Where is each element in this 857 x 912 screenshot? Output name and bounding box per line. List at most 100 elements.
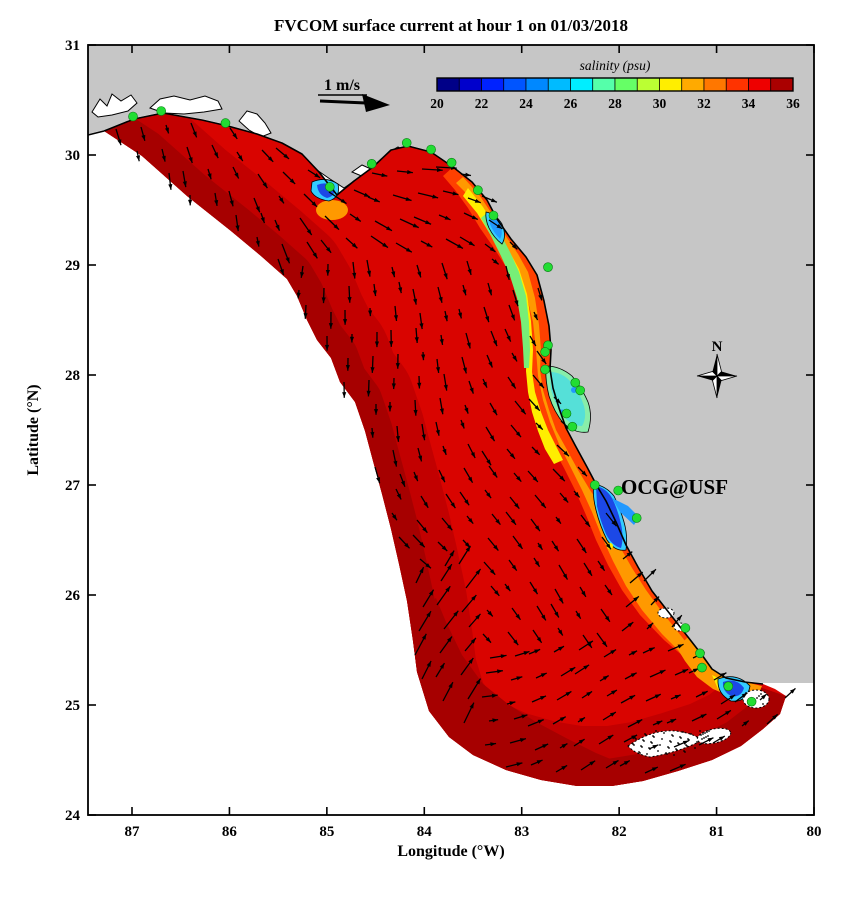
station-marker [489, 211, 498, 220]
key-speckle [760, 693, 762, 695]
key-speckle [675, 748, 677, 750]
station-marker [541, 365, 550, 374]
station-marker [562, 409, 571, 418]
key-speckle [682, 731, 684, 733]
station-marker [696, 649, 705, 658]
station-marker [473, 186, 482, 195]
station-marker [447, 158, 456, 167]
y-tick-label: 24 [65, 808, 81, 824]
key-speckle [683, 750, 685, 752]
key-speckle [663, 732, 665, 734]
station-marker [590, 481, 599, 490]
colorbar-cell [637, 78, 659, 91]
key-speckle [677, 742, 679, 744]
key-speckle [762, 703, 764, 705]
colorbar-tick-label: 24 [519, 96, 533, 111]
colorbar-cell [459, 78, 481, 91]
colorbar-tick-label: 28 [608, 96, 622, 111]
key-speckle [679, 736, 681, 738]
watermark-ocg-usf: OCG@USF [621, 475, 728, 499]
station-marker [221, 119, 230, 128]
colorbar-tick-label: 36 [786, 96, 800, 111]
current-vector-head [376, 477, 380, 483]
current-vector-head [342, 392, 346, 398]
x-tick-label: 82 [612, 824, 627, 840]
key-speckle [650, 741, 652, 743]
station-marker [724, 682, 733, 691]
y-tick-label: 29 [65, 258, 80, 274]
key-speckle [657, 750, 659, 752]
colorbar-cell [482, 78, 504, 91]
key-speckle [705, 736, 707, 738]
station-marker [157, 107, 166, 116]
y-tick-label: 27 [65, 478, 81, 494]
scale-arrow-label: 1 m/s [324, 77, 360, 94]
key-speckle [638, 751, 640, 753]
key-speckle [701, 738, 703, 740]
key-speckle [661, 738, 663, 740]
station-marker [698, 663, 707, 672]
y-axis-title: Latitude (°N) [25, 384, 42, 475]
station-marker [427, 145, 436, 154]
figure-title: FVCOM surface current at hour 1 on 01/03… [274, 16, 628, 35]
station-marker [681, 624, 690, 633]
y-tick-label: 30 [65, 148, 80, 164]
x-tick-label: 80 [807, 824, 822, 840]
key-speckle [665, 752, 667, 754]
x-axis-title: Longitude (°W) [397, 843, 504, 860]
key-speckle [632, 743, 634, 745]
key-speckle [646, 753, 648, 755]
key-speckle [694, 747, 696, 749]
key-speckle [644, 733, 646, 735]
key-speckle [703, 737, 705, 739]
y-tick-label: 31 [65, 38, 80, 54]
key-speckle [669, 740, 671, 742]
colorbar-cell [660, 78, 682, 91]
x-tick-label: 85 [319, 824, 334, 840]
colorbar-cell [682, 78, 704, 91]
key-speckle [696, 741, 698, 743]
key-speckle [758, 695, 760, 697]
colorbar-title: salinity (psu) [580, 58, 651, 73]
compass-n-label: N [712, 339, 723, 355]
key-speckle [671, 734, 673, 736]
key-speckle [700, 734, 702, 736]
station-marker [325, 182, 334, 191]
key-speckle [673, 754, 675, 756]
station-marker [632, 514, 641, 523]
key-speckle [687, 738, 689, 740]
key-speckle [706, 731, 708, 733]
key-speckle [707, 735, 709, 737]
key-speckle [690, 733, 692, 735]
y-tick-label: 25 [65, 698, 80, 714]
key-speckle [756, 697, 758, 699]
colorbar-cell [526, 78, 548, 91]
colorbar-cell [593, 78, 615, 91]
y-tick-label: 28 [65, 368, 80, 384]
x-tick-label: 87 [124, 824, 140, 840]
x-tick-label: 81 [709, 824, 724, 840]
station-marker [367, 159, 376, 168]
colorbar-tick-label: 32 [697, 96, 711, 111]
colorbar-tick-label: 20 [430, 96, 444, 111]
key-speckle [655, 730, 657, 732]
key-speckle [652, 735, 654, 737]
colorbar-tick-label: 26 [564, 96, 578, 111]
colorbar-cells [437, 78, 793, 91]
colorbar-cell [437, 78, 459, 91]
station-marker [576, 386, 585, 395]
colorbar-cell [504, 78, 526, 91]
key-speckle [685, 744, 687, 746]
key-speckle [699, 730, 701, 732]
key-speckle [702, 733, 704, 735]
x-tick-label: 83 [514, 824, 529, 840]
station-marker [747, 697, 756, 706]
colorbar-cell [704, 78, 726, 91]
x-tick-label: 86 [222, 824, 238, 840]
colorbar-cell [571, 78, 593, 91]
key-speckle [659, 744, 661, 746]
